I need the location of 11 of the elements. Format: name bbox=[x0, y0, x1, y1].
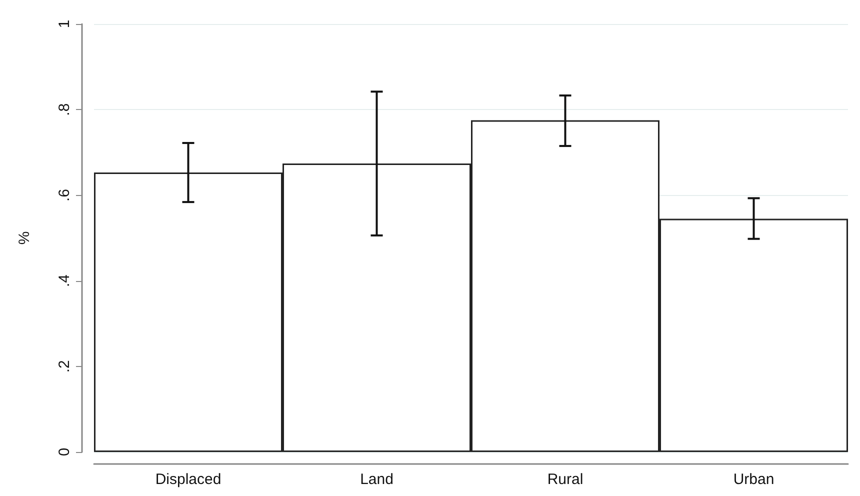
y-tick-label: 0 bbox=[56, 448, 73, 456]
x-tick-label: Urban bbox=[733, 471, 774, 488]
y-tick-label: .4 bbox=[56, 274, 73, 288]
x-tick-label: Land bbox=[360, 471, 394, 488]
y-tick-label: .2 bbox=[56, 360, 73, 373]
y-axis-title: % bbox=[16, 231, 33, 245]
x-tick-label: Rural bbox=[547, 471, 584, 488]
y-tick-label: .6 bbox=[56, 188, 73, 202]
x-tick-label: Displaced bbox=[155, 471, 222, 488]
y-tick-label: .8 bbox=[56, 103, 73, 116]
y-tick-label: 1 bbox=[56, 20, 73, 28]
